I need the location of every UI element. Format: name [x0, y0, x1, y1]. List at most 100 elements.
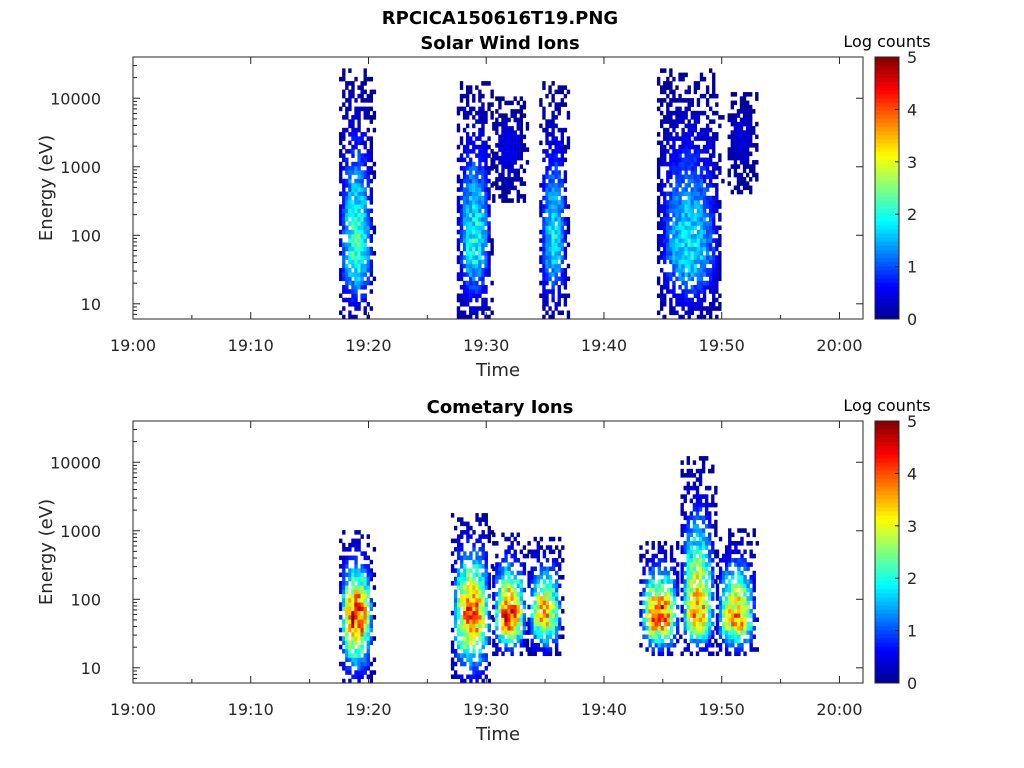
heatmap-cell: [742, 134, 747, 140]
heatmap-cell: [351, 123, 355, 129]
heatmap-cell: [498, 143, 502, 148]
heatmap-cell: [718, 570, 723, 576]
heatmap-cell: [728, 621, 732, 627]
heatmap-cell: [351, 191, 355, 197]
heatmap-cell: [718, 293, 722, 299]
heatmap-cell: [472, 212, 476, 218]
heatmap-cell: [345, 191, 349, 197]
heatmap-cell: [469, 568, 473, 573]
heatmap-cell: [345, 268, 349, 273]
heatmap-cell: [718, 153, 722, 158]
heatmap-cell: [746, 562, 750, 567]
heatmap-cell: [363, 610, 367, 616]
heatmap-cell: [510, 570, 514, 576]
heatmap-cell: [708, 558, 712, 563]
heatmap-cell: [704, 541, 709, 546]
heatmap-cell: [498, 566, 502, 572]
heatmap-cell: [557, 242, 561, 248]
heatmap-cell: [469, 161, 473, 167]
heatmap-cell: [696, 183, 701, 188]
heatmap-cell: [351, 127, 355, 133]
heatmap-cell: [693, 170, 698, 175]
heatmap-cell: [698, 647, 703, 652]
heatmap-cell: [551, 255, 555, 260]
heatmap-cell: [348, 653, 352, 658]
heatmap-cell: [472, 636, 476, 641]
heatmap-cell: [469, 225, 473, 231]
heatmap-cell: [495, 117, 499, 123]
heatmap-cell: [466, 644, 470, 650]
heatmap-cell: [469, 306, 473, 311]
heatmap-cell: [507, 126, 511, 131]
heatmap-cell: [715, 195, 719, 201]
heatmap-cell: [462, 157, 467, 163]
heatmap-cell: [708, 234, 713, 239]
heatmap-cell: [696, 272, 701, 277]
heatmap-cell: [363, 251, 367, 256]
heatmap-cell: [560, 132, 564, 137]
heatmap-cell: [705, 174, 710, 180]
heatmap-cell: [687, 149, 691, 154]
heatmap-cell: [475, 568, 479, 573]
heatmap-cell: [484, 268, 488, 273]
heatmap-cell: [484, 191, 488, 197]
heatmap-cell: [342, 640, 346, 646]
heatmap-cell: [672, 166, 676, 171]
heatmap-cell: [542, 617, 547, 623]
heatmap-cell: [510, 651, 514, 657]
heatmap-cell: [749, 553, 753, 559]
heatmap-cell: [684, 157, 688, 163]
heatmap-cell: [542, 195, 546, 201]
heatmap-cell: [705, 242, 710, 248]
heatmap-cell: [348, 246, 352, 252]
heatmap-cell: [669, 157, 673, 163]
heatmap-cell: [545, 187, 549, 192]
heatmap-cell: [731, 638, 735, 644]
heatmap-cell: [672, 187, 676, 192]
heatmap-cell: [693, 204, 698, 209]
heatmap-cell: [734, 596, 738, 601]
heatmap-cell: [478, 144, 482, 150]
heatmap-cell: [484, 149, 488, 154]
heatmap-cell: [715, 136, 719, 141]
colorbar-segment: [875, 97, 899, 103]
heatmap-cell: [684, 259, 688, 265]
heatmap-cell: [342, 76, 346, 82]
heatmap-cell: [660, 68, 664, 73]
heatmap-cell: [460, 576, 464, 582]
colorbar-segment: [875, 576, 899, 582]
heatmap-cell: [672, 195, 676, 201]
heatmap-cell: [539, 280, 543, 286]
heatmap-cell: [345, 225, 349, 231]
heatmap-cell: [687, 98, 691, 103]
heatmap-cell: [558, 604, 562, 610]
heatmap-cell: [657, 549, 662, 555]
heatmap-cell: [369, 106, 374, 112]
heatmap-cell: [681, 276, 685, 282]
heatmap-cell: [734, 545, 738, 550]
heatmap-cell: [360, 297, 364, 303]
heatmap-cell: [527, 549, 531, 555]
heatmap-cell: [363, 157, 367, 163]
heatmap-cell: [698, 570, 703, 576]
heatmap-cell: [481, 623, 485, 629]
heatmap-cell: [348, 259, 352, 265]
heatmap-cell: [513, 549, 517, 555]
heatmap-cell: [465, 115, 470, 120]
colorbar-segment: [875, 674, 899, 680]
heatmap-cell: [669, 229, 673, 235]
heatmap-cell: [478, 195, 482, 201]
heatmap-cell: [669, 587, 674, 593]
heatmap-cell: [669, 609, 674, 614]
colorbar-segment: [875, 650, 899, 655]
heatmap-cell: [554, 106, 558, 112]
heatmap-cell: [705, 136, 710, 141]
heatmap-cell: [684, 289, 688, 294]
heatmap-cell: [715, 553, 720, 559]
heatmap-cell: [487, 627, 491, 633]
heatmap-cell: [656, 242, 661, 248]
heatmap-cell: [484, 170, 488, 175]
heatmap-cell: [481, 285, 485, 290]
heatmap-cell: [689, 638, 694, 644]
heatmap-cell: [354, 674, 358, 680]
